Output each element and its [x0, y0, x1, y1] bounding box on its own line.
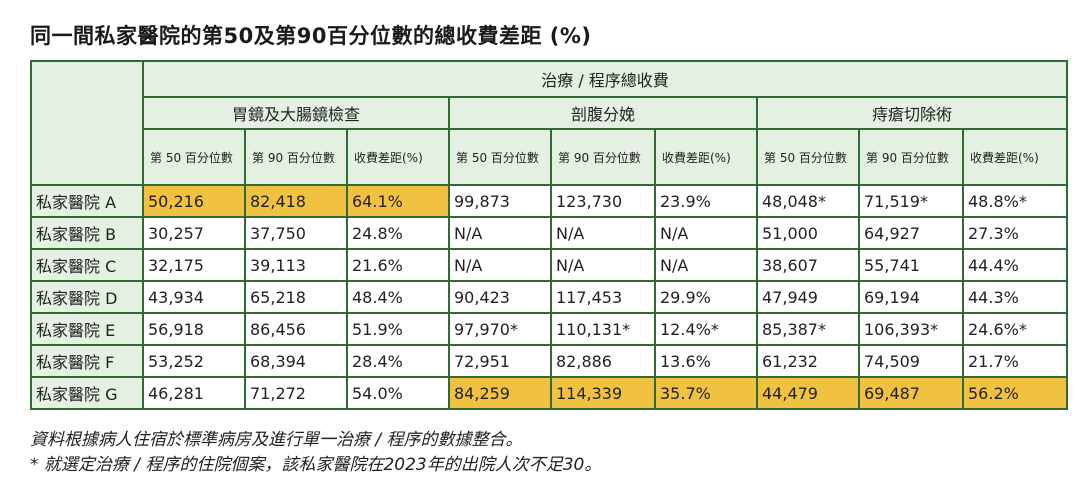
table-cell: N/A	[654, 216, 758, 250]
procedure-header-endoscopy: 胃鏡及大腸鏡檢查	[142, 96, 450, 130]
table-cell: 47,949	[756, 280, 860, 314]
table-cell: N/A	[448, 248, 552, 282]
hospital-label: 私家醫院 B	[30, 216, 144, 250]
table-cell: 64,927	[858, 216, 964, 250]
table-cell: 29.9%	[654, 280, 758, 314]
table-cell: 13.6%	[654, 344, 758, 378]
table-row: 私家醫院 D 43,934 65,218 48.4% 90,423 117,453 29.9…	[30, 280, 1069, 314]
table-cell: 72,951	[448, 344, 552, 378]
table-cell: N/A	[654, 248, 758, 282]
table-cell: 50,216	[142, 184, 246, 218]
footnote-asterisk: * 就選定治療 / 程序的住院個案，該私家醫院在2023年的出院人次不足30。	[30, 455, 602, 475]
hospital-label: 私家醫院 D	[30, 280, 144, 314]
table-cell: 56.2%	[961, 376, 1069, 410]
subheader-cell: 第 50 百分位數	[756, 128, 860, 186]
table-cell: 24.6%*	[961, 312, 1069, 346]
table-cell: 97,970*	[448, 312, 552, 346]
table-cell: 90,423	[448, 280, 552, 314]
table-row: 私家醫院 C 32,175 39,113 21.6% N/A N/A N/A 38,607 55…	[30, 248, 1069, 282]
table-cell: 38,607	[756, 248, 860, 282]
table-cell: 85,387*	[756, 312, 860, 346]
table-cell: 54.0%	[346, 376, 450, 410]
procedure-header-haemorrhoidectomy: 痔瘡切除術	[755, 96, 1069, 130]
table-row: 私家醫院 A 50,216 82,418 64.1% 99,873 123,730 23.9…	[30, 184, 1069, 218]
table-cell: 65,218	[244, 280, 348, 314]
table-cell: 56,918	[142, 312, 246, 346]
table-cell: 51,000	[756, 216, 860, 250]
table-cell: 71,272	[244, 376, 348, 410]
table-row: 私家醫院 G 46,281 71,272 54.0% 84,259 114,339 35.7…	[30, 376, 1069, 410]
table-cell: 48.4%	[346, 280, 450, 314]
fee-table: 治療 / 程序總收費 胃鏡及大腸鏡檢查 剖腹分娩 痔瘡切除術 第 50 百分位數…	[30, 60, 1069, 410]
table-cell: 114,339	[550, 376, 656, 410]
table-cell: 23.9%	[654, 184, 758, 218]
table-row: 私家醫院 E 56,918 86,456 51.9% 97,970* 110,131* 12…	[30, 312, 1069, 346]
table-cell: 64.1%	[346, 184, 450, 218]
table-cell: 68,394	[244, 344, 348, 378]
table-cell: 28.4%	[346, 344, 450, 378]
table-cell: 32,175	[142, 248, 246, 282]
hospital-label: 私家醫院 G	[30, 376, 144, 410]
table-cell: 44.4%	[961, 248, 1069, 282]
table-cell: N/A	[448, 216, 552, 250]
table-cell: 82,418	[244, 184, 348, 218]
table-cell: 106,393*	[858, 312, 964, 346]
subheader-cell: 第 50 百分位數	[448, 128, 552, 186]
table-cell: 123,730	[550, 184, 656, 218]
table-cell: 61,232	[756, 344, 860, 378]
table-cell: 21.6%	[346, 248, 450, 282]
table-cell: 69,194	[858, 280, 964, 314]
table-cell: 51.9%	[346, 312, 450, 346]
footnote-data-source: 資料根據病人住宿於標準病房及進行單一治療 / 程序的數據整合。	[30, 430, 523, 450]
corner-cell	[30, 60, 144, 186]
subheader-cell: 第 50 百分位數	[142, 128, 246, 186]
table-cell: 55,741	[858, 248, 964, 282]
table-cell: N/A	[550, 248, 656, 282]
table-cell: 99,873	[448, 184, 552, 218]
procedure-header-caesarean: 剖腹分娩	[448, 96, 758, 130]
hospital-label: 私家醫院 F	[30, 344, 144, 378]
table-cell: 39,113	[244, 248, 348, 282]
footnotes: 資料根據病人住宿於標準病房及進行單一治療 / 程序的數據整合。 * 就選定治療 …	[30, 428, 601, 478]
table-row: 私家醫院 B 30,257 37,750 24.8% N/A N/A N/A 51,000 64…	[30, 216, 1069, 250]
table-cell: 12.4%*	[654, 312, 758, 346]
table-cell: 44.3%	[961, 280, 1069, 314]
table-cell: 86,456	[244, 312, 348, 346]
table-cell: 48.8%*	[961, 184, 1069, 218]
hospital-label: 私家醫院 A	[30, 184, 144, 218]
table-title: 同一間私家醫院的第50及第90百分位數的總收費差距 (%)	[30, 24, 592, 48]
subheader-cell: 收費差距(%)	[654, 128, 758, 186]
table-row: 私家醫院 F 53,252 68,394 28.4% 72,951 82,886 13.6%…	[30, 344, 1069, 378]
table-cell: 21.7%	[961, 344, 1069, 378]
table-cell: 84,259	[448, 376, 552, 410]
hospital-label: 私家醫院 E	[30, 312, 144, 346]
table-cell: 43,934	[142, 280, 246, 314]
table-cell: N/A	[550, 216, 656, 250]
subheader-cell: 收費差距(%)	[346, 128, 450, 186]
table-cell: 44,479	[756, 376, 860, 410]
table-cell: 69,487	[858, 376, 964, 410]
table-cell: 30,257	[142, 216, 246, 250]
table-cell: 117,453	[550, 280, 656, 314]
table-cell: 74,509	[858, 344, 964, 378]
table-cell: 48,048*	[756, 184, 860, 218]
table-cell: 53,252	[142, 344, 246, 378]
group-header: 治療 / 程序總收費	[141, 60, 1069, 98]
subheader-cell: 第 90 百分位數	[858, 128, 964, 186]
fee-table-container: 治療 / 程序總收費 胃鏡及大腸鏡檢查 剖腹分娩 痔瘡切除術 第 50 百分位數…	[30, 60, 1069, 410]
subheader-cell: 第 90 百分位數	[550, 128, 656, 186]
table-cell: 46,281	[142, 376, 246, 410]
table-cell: 37,750	[244, 216, 348, 250]
table-cell: 24.8%	[346, 216, 450, 250]
table-cell: 71,519*	[858, 184, 964, 218]
subheader-cell: 第 90 百分位數	[244, 128, 348, 186]
table-cell: 82,886	[550, 344, 656, 378]
table-cell: 35.7%	[654, 376, 758, 410]
table-cell: 110,131*	[550, 312, 656, 346]
table-cell: 27.3%	[961, 216, 1069, 250]
subheader-cell: 收費差距(%)	[961, 128, 1069, 186]
hospital-label: 私家醫院 C	[30, 248, 144, 282]
